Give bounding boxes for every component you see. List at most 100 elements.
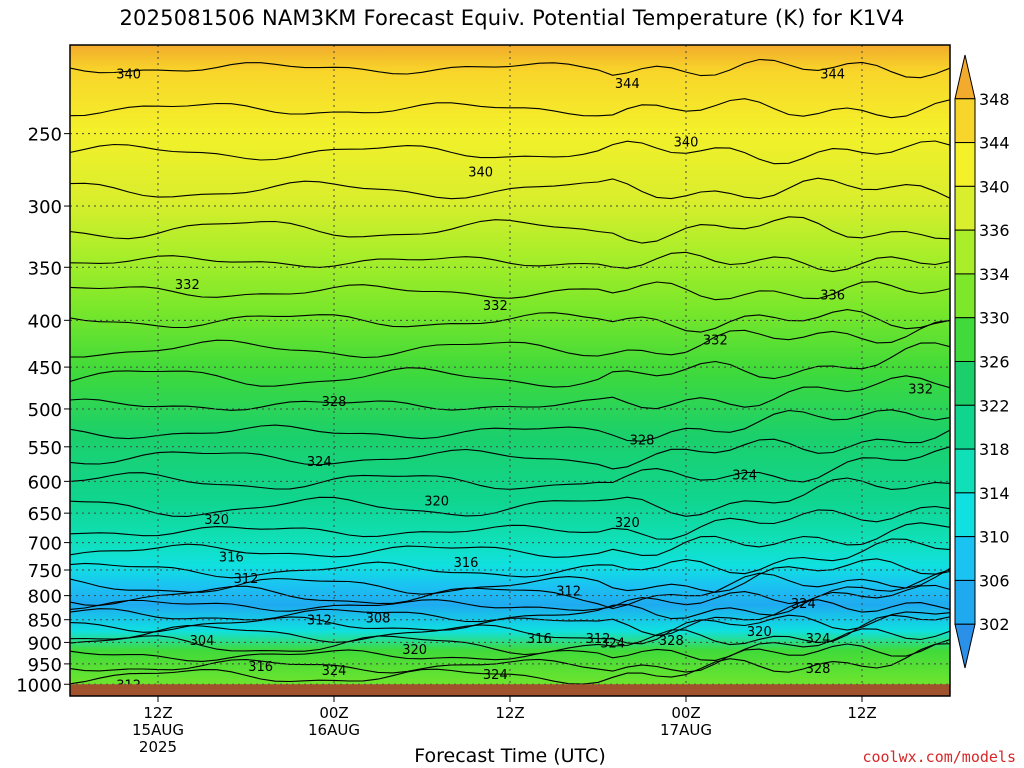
x-tick-label: 12Z [847,704,876,722]
contour-label: 324 [806,632,831,647]
contour-line [70,342,950,388]
x-axis-title: Forecast Time (UTC) [414,745,606,767]
x-tick-label: 12Z [495,704,524,722]
y-tick-label: 750 [28,561,62,582]
contour-label: 340 [674,135,699,150]
colorbar-label: 302 [979,615,1010,634]
contour-line [70,538,950,579]
contour-label: 308 [366,611,391,626]
colorbar-swatch [954,536,976,581]
y-tick-label: 950 [28,655,62,676]
contour-label: 316 [219,551,244,566]
credit-text: coolwx.com/models [862,748,1016,766]
y-tick-label: 900 [28,633,62,654]
ground-area [70,684,950,696]
colorbar-swatch [954,54,976,100]
contour-label: 324 [322,664,347,679]
contour-label: 324 [791,597,816,612]
contour-label: 316 [248,660,273,675]
chart-title: 2025081506 NAM3KM Forecast Equiv. Potent… [119,6,905,30]
y-tick-label: 650 [28,504,62,525]
contour-label: 332 [703,334,728,349]
x-tick-label: 2025 [139,738,177,756]
colorbar-label: 318 [979,440,1010,459]
contour-label: 340 [116,68,141,83]
contour-label: 328 [322,395,347,410]
contour-label: 324 [483,668,508,683]
contour-line [70,409,950,442]
y-tick-label: 850 [28,611,62,632]
contour-label: 320 [747,625,772,640]
colorbar-swatch [954,317,976,363]
colorbar-label: 314 [979,484,1010,503]
contour-line [70,643,950,685]
colorbar-label: 334 [979,265,1010,284]
y-tick-label: 350 [28,258,62,279]
contour-label: 324 [732,469,757,484]
contour-label: 344 [615,77,640,92]
y-tick-label: 1000 [16,675,62,696]
contour-line [70,140,950,165]
contour-label: 320 [615,516,640,531]
contour-label: 332 [908,383,933,398]
x-tick-label: 12Z [143,704,172,722]
contour-label: 336 [820,289,845,304]
contour-line [70,567,950,610]
colorbar-swatch [954,492,976,538]
contour-label: 312 [307,614,332,629]
colorbar-swatch [954,142,976,187]
y-axis: 2503003504004505005506006507007508008509… [16,125,70,696]
colorbar-swatch [954,579,976,625]
colorbar-swatch [954,623,976,669]
colorbar-label: 348 [979,90,1010,109]
contour-label: 328 [659,634,684,649]
y-tick-label: 500 [28,400,62,421]
contour-label: 316 [527,632,552,647]
colorbar-label: 326 [979,353,1010,372]
colorbar-label: 336 [979,221,1010,240]
plot-area: 3403443443403403323323323363323283283243… [69,44,951,697]
contour-label: 340 [468,165,493,180]
colorbar-swatch [954,229,976,275]
colorbar-swatch [954,98,976,144]
colorbar-label: 340 [979,177,1010,196]
contour-line [70,177,950,200]
colorbar-label: 344 [979,134,1010,153]
y-tick-label: 700 [28,534,62,555]
colorbar-label: 306 [979,571,1010,590]
contour-label: 312 [586,632,611,647]
x-tick-label: 00Z [319,704,348,722]
colorbar-swatch [954,273,976,319]
x-tick-label: 15AUG [132,721,184,739]
colorbar-swatch [954,361,976,406]
colorbar-swatch [954,185,976,231]
x-tick-label: 17AUG [660,721,712,739]
contour-label: 328 [630,434,655,449]
contour-line [70,429,950,470]
y-tick-label: 600 [28,472,62,493]
field-layer: 3403443443403403323323323363323283283243… [70,45,950,696]
x-tick-label: 16AUG [308,721,360,739]
y-tick-label: 400 [28,311,62,332]
contour-label: 320 [424,495,449,510]
colorbar-label: 310 [979,528,1010,547]
contour-label: 324 [307,455,332,470]
colorbar-label: 322 [979,396,1010,415]
y-tick-label: 250 [28,125,62,146]
contour-label: 316 [454,556,479,571]
contour-label: 324 [600,636,625,651]
contour-line [70,638,950,674]
contour-line [70,584,950,623]
colorbar-swatch [954,448,976,494]
contour-line [70,58,950,79]
contour-line [70,98,950,119]
contour-line [70,251,950,273]
contour-label: 332 [175,278,200,293]
contour-label: 328 [806,662,831,677]
contour-line [70,599,950,637]
contour-label: 304 [190,634,215,649]
contour-line [70,570,950,612]
y-tick-label: 800 [28,587,62,608]
